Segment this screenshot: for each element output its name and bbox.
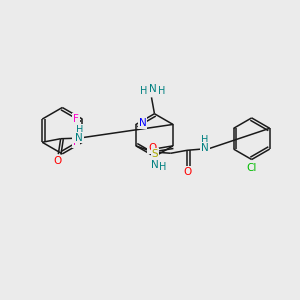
Text: N: N: [139, 118, 146, 128]
Text: N: N: [201, 142, 209, 153]
Text: F: F: [73, 114, 79, 124]
Text: F: F: [73, 137, 79, 147]
Text: H: H: [76, 125, 83, 135]
Text: H: H: [159, 162, 166, 172]
Text: H: H: [158, 86, 166, 96]
Text: O: O: [183, 167, 191, 177]
Text: N: N: [75, 133, 83, 142]
Text: O: O: [54, 156, 62, 166]
Text: H: H: [140, 86, 148, 96]
Text: O: O: [148, 143, 156, 153]
Text: Cl: Cl: [247, 163, 257, 173]
Text: H: H: [201, 136, 208, 146]
Text: N: N: [149, 84, 157, 94]
Text: S: S: [151, 149, 158, 159]
Text: N: N: [151, 160, 159, 170]
